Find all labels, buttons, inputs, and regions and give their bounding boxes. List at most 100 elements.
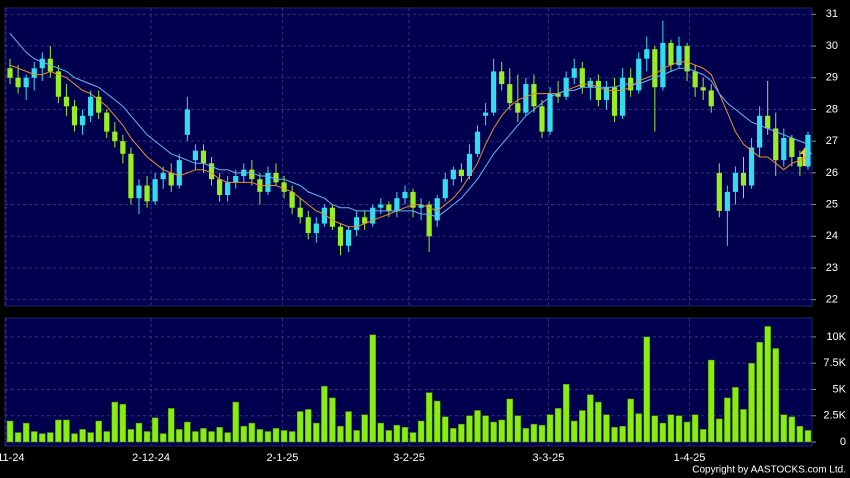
candle-body [676, 46, 682, 66]
candle-body [458, 169, 464, 177]
candle-body [547, 93, 553, 132]
volume-bar [417, 420, 425, 443]
candle-body [378, 204, 384, 208]
candle-body [15, 77, 21, 88]
candle-body [362, 217, 368, 224]
candle-body [305, 217, 311, 234]
candle-body [386, 204, 392, 211]
volume-bar [675, 415, 683, 443]
y-tick-label: 2.5K [823, 410, 846, 422]
copyright: Copyright by AASTOCKS.com Ltd. [692, 465, 846, 476]
candle-body [442, 179, 448, 199]
candle-body [757, 115, 763, 148]
candle-body [79, 115, 86, 126]
volume-bar [474, 410, 481, 443]
volume-bar [256, 429, 264, 443]
volume-bar [119, 403, 127, 443]
candle-body [120, 141, 126, 154]
volume-bar [361, 414, 368, 443]
volume-bar [192, 431, 199, 443]
candle-body [644, 49, 650, 59]
volume-bar [748, 362, 755, 443]
candle-body [692, 71, 698, 88]
volume-bar [611, 427, 618, 443]
candle-body [579, 68, 585, 88]
candle-body [684, 46, 690, 72]
volume-bar [224, 432, 231, 443]
candle-body [160, 172, 166, 180]
candle-body [168, 172, 174, 186]
candle-body [7, 68, 13, 78]
candle-body [765, 115, 771, 129]
volume-bar [208, 431, 215, 443]
volume-bar [780, 414, 788, 443]
candle-body [281, 182, 287, 192]
candle-body [708, 90, 714, 107]
x-tick-label: 1-11-24 [0, 452, 25, 464]
volume-bar [522, 428, 530, 443]
candle-body [781, 137, 787, 161]
volume-bar [345, 411, 352, 443]
volume-bar [587, 394, 594, 443]
volume-bar [498, 419, 505, 443]
y-tick-label: 28 [826, 103, 838, 115]
volume-bar [409, 432, 417, 443]
candle-body [773, 128, 779, 161]
y-tick-label: 29 [826, 72, 838, 84]
candle-body [402, 191, 408, 199]
volume-bar [643, 336, 651, 443]
volume-bar [71, 433, 78, 443]
volume-bar [111, 401, 119, 443]
volume-bar [788, 416, 796, 443]
candle-body [23, 77, 29, 88]
candle-body [265, 172, 271, 192]
candle-body [466, 153, 473, 177]
candle-body [716, 172, 722, 211]
candle-body [354, 217, 360, 230]
volume-bar [184, 421, 191, 443]
candle-body [144, 185, 150, 202]
volume-bar [482, 415, 489, 443]
y-tick-label: 22 [826, 294, 838, 306]
volume-bar [667, 414, 675, 443]
candle-body [652, 49, 658, 88]
volume-bar [216, 427, 223, 443]
y-tick-label: 27 [826, 135, 838, 147]
volume-bar [305, 409, 312, 443]
volume-bar [458, 423, 465, 443]
candle-body [329, 207, 336, 227]
candle-body [523, 84, 529, 113]
volume-bar [369, 334, 376, 443]
candle-body [732, 172, 739, 192]
volume-bar [240, 425, 248, 443]
candle-body [313, 223, 319, 234]
volume-bar [603, 414, 610, 443]
volume-bar [313, 422, 320, 443]
volume-bar [554, 408, 562, 443]
candle-body [96, 96, 102, 113]
candle-body [571, 68, 577, 78]
candle-body [370, 207, 376, 224]
candle-body [740, 172, 747, 186]
candle-body [660, 42, 666, 88]
candle-body [410, 191, 416, 208]
y-tick-label: 24 [826, 230, 838, 242]
volume-bar [337, 425, 344, 443]
x-tick-label: 3-2-25 [393, 452, 425, 464]
volume-bar [546, 414, 554, 443]
candle-body [482, 112, 489, 116]
volume-bar [562, 383, 570, 443]
volume-bar [699, 429, 707, 443]
candle-body [321, 207, 327, 224]
volume-bar [87, 432, 94, 443]
y-tick-label: 23 [826, 262, 838, 274]
volume-bar [176, 429, 183, 443]
candle-body [273, 172, 279, 183]
candle-body [563, 77, 569, 97]
candle-body [700, 87, 706, 91]
y-tick-label: 31 [826, 8, 838, 20]
candle-body [71, 106, 78, 126]
x-tick-label: 1-4-25 [674, 452, 706, 464]
candle-body [112, 131, 118, 142]
